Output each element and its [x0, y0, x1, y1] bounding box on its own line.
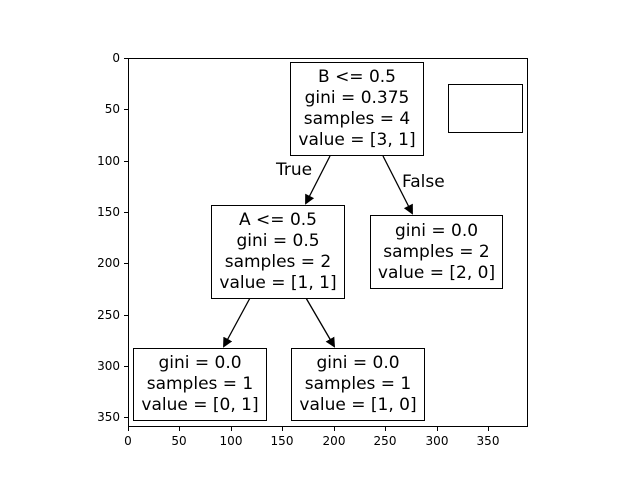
edge-left-rightleaf	[305, 297, 336, 348]
node-value-text: value = [0, 1]	[141, 395, 259, 415]
edge-root-right	[382, 155, 413, 215]
edge-label-true: True	[276, 160, 313, 180]
node-samples-text: samples = 2	[383, 241, 490, 262]
node-samples-text: samples = 1	[304, 374, 412, 394]
node-samples-text: samples = 4	[303, 109, 411, 129]
node-value-text: value = [3, 1]	[298, 130, 416, 150]
x-tick-label: 250	[373, 434, 397, 448]
y-tick-label: 350	[97, 410, 120, 424]
node-value-text: value = [1, 1]	[219, 273, 337, 293]
y-tick-label: 300	[97, 359, 120, 373]
y-tick-label: 0	[112, 51, 120, 65]
y-tick-label: 150	[97, 205, 120, 219]
y-tick-label: 250	[97, 308, 120, 322]
node-value-text: value = [1, 0]	[299, 395, 417, 415]
node-gini-text: gini = 0.5	[236, 231, 320, 251]
tree-node-leaf-right: gini = 0.0 samples = 1 value = [1, 0]	[291, 348, 425, 421]
edge-left-leftleaf	[223, 297, 251, 348]
y-tick-label: 100	[97, 154, 120, 168]
tree-node-right-leaf: gini = 0.0 samples = 2 value = [2, 0]	[370, 215, 503, 289]
empty-legend-box	[448, 84, 523, 133]
tree-node-left: A <= 0.5 gini = 0.5 samples = 2 value = …	[211, 205, 345, 299]
y-tick-label: 200	[97, 256, 120, 270]
node-gini-text: gini = 0.0	[394, 220, 479, 241]
x-tick-label: 0	[124, 434, 132, 448]
node-gini-text: gini = 0.375	[304, 88, 410, 108]
x-tick-label: 100	[219, 434, 243, 448]
tree-node-leaf-left: gini = 0.0 samples = 1 value = [0, 1]	[133, 348, 267, 421]
x-tick-label: 50	[171, 434, 187, 448]
tree-node-root: B <= 0.5 gini = 0.375 samples = 4 value …	[290, 62, 424, 156]
node-split-text: B <= 0.5	[318, 67, 396, 87]
x-tick-label: 200	[322, 434, 346, 448]
x-tick-label: 150	[270, 434, 294, 448]
node-gini-text: gini = 0.0	[158, 353, 242, 373]
node-split-text: A <= 0.5	[239, 210, 317, 230]
x-tick-label: 300	[425, 434, 449, 448]
x-tick-label: 350	[476, 434, 500, 448]
y-tick-label: 50	[104, 102, 120, 116]
node-samples-text: samples = 1	[146, 374, 254, 394]
node-value-text: value = [2, 0]	[377, 262, 496, 283]
node-gini-text: gini = 0.0	[316, 353, 400, 373]
edge-label-false: False	[402, 172, 445, 192]
node-samples-text: samples = 2	[224, 252, 332, 272]
plot-frame	[128, 58, 528, 427]
edge-root-left	[305, 155, 331, 205]
